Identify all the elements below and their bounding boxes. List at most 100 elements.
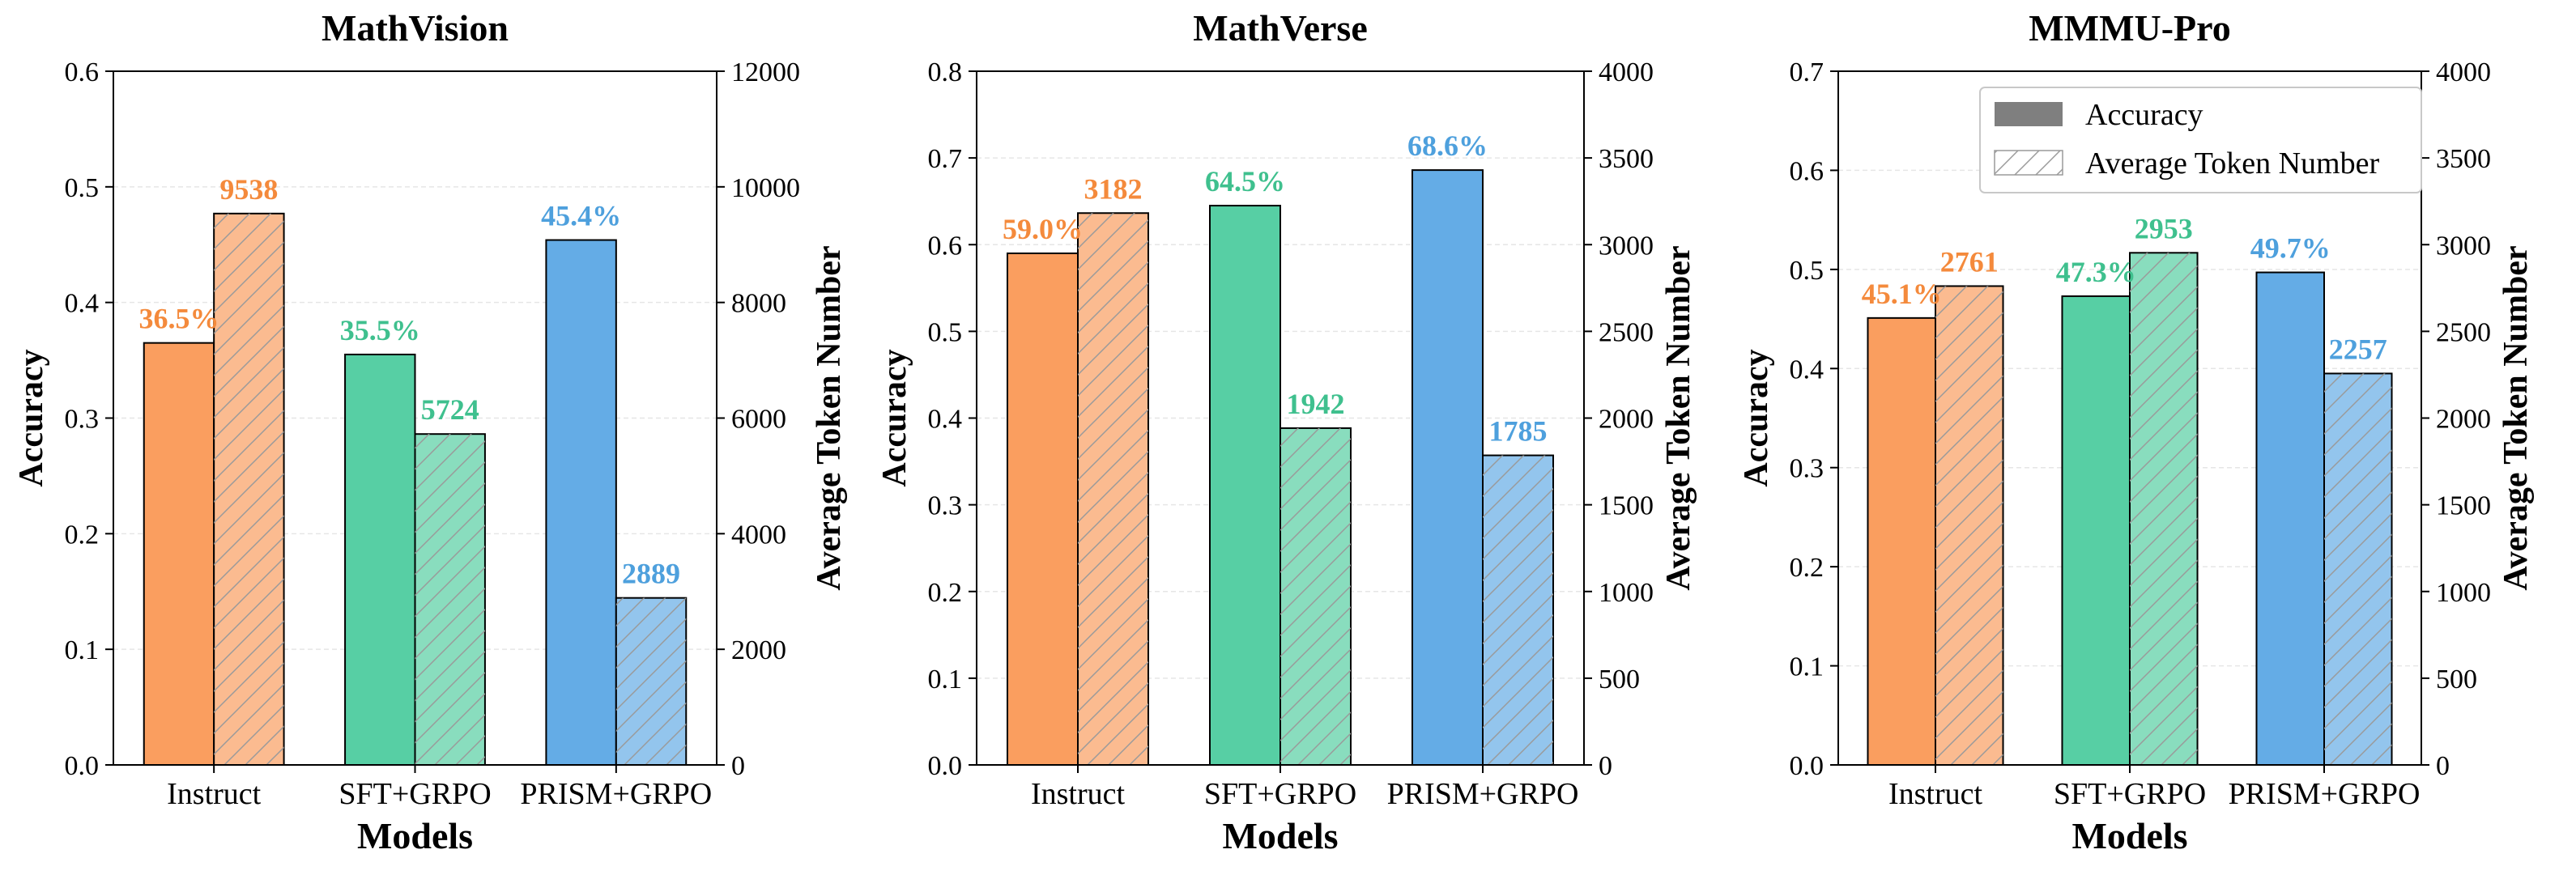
x-tick-label: PRISM+GRPO — [2229, 777, 2421, 811]
token-bar-hatch — [1078, 213, 1148, 766]
y2-tick-label: 2000 — [2436, 405, 2491, 435]
y-tick-label: 0.2 — [1790, 553, 1824, 583]
token-bar-hatch — [615, 597, 687, 765]
y2-tick-label: 4000 — [2436, 57, 2491, 87]
y2-tick-label: 2000 — [1599, 405, 1654, 435]
token-bar-hatch — [1935, 286, 2003, 765]
y-tick-label: 0.6 — [1790, 156, 1824, 186]
token-value-label: 1785 — [1489, 415, 1548, 448]
accuracy-value-label: 35.5% — [340, 314, 420, 346]
token-value-label: 2953 — [2135, 212, 2193, 244]
x-tick-label: Instruct — [1888, 777, 1983, 811]
token-bar-hatch — [1280, 427, 1351, 765]
accuracy-bar — [545, 239, 617, 766]
chart-title: MathVision — [321, 7, 509, 49]
y-tick-label: 0.0 — [1790, 751, 1824, 781]
y2-tick-label: 4000 — [1599, 57, 1654, 87]
y-tick-label: 0.5 — [928, 317, 963, 347]
accuracy-bar — [344, 353, 416, 766]
y2-tick-label: 2500 — [2436, 317, 2491, 347]
y2-tick-label: 0 — [1599, 751, 1612, 781]
token-value-label: 1942 — [1287, 388, 1345, 420]
token-value-label: 5724 — [421, 393, 479, 426]
y-tick-label: 0.4 — [928, 405, 963, 435]
accuracy-bar — [1411, 169, 1484, 766]
y-tick-label: 0.4 — [1790, 355, 1824, 384]
legend-swatch-accuracy — [1995, 102, 2063, 126]
token-value-label: 2889 — [622, 558, 680, 590]
accuracy-bar — [2061, 295, 2131, 767]
accuracy-bar — [1209, 205, 1281, 766]
x-tick-label: PRISM+GRPO — [1387, 777, 1579, 811]
token-bar-hatch — [415, 434, 485, 765]
x-tick-label: PRISM+GRPO — [520, 777, 712, 811]
y2-tick-label: 12000 — [731, 57, 800, 87]
legend-label-tokens: Average Token Number — [2085, 147, 2379, 181]
chart-panel-1: 36.5% 9538 Instruct 35.5% 5724 SFT+GRPO 45.4% 2… — [13, 7, 848, 856]
y-tick-label: 0.8 — [928, 57, 963, 87]
y-tick-label: 0.5 — [65, 173, 100, 203]
y-tick-label: 0.6 — [928, 231, 963, 261]
legend-box — [1979, 87, 2422, 193]
chart-panel-3: 45.1%2761 Instruct 47.3% 2953 SFT+GRPO 49.7% 2… — [1738, 7, 2535, 856]
token-bar-hatch — [1483, 455, 1553, 765]
accuracy-bar — [1867, 316, 1936, 766]
x-tick-label: Instruct — [1031, 777, 1126, 811]
chart-title: MMMU-Pro — [2029, 7, 2230, 49]
y-tick-label: 0.7 — [928, 144, 963, 174]
chart-title: MathVerse — [1193, 7, 1367, 49]
y-tick-label: 0.3 — [65, 405, 100, 435]
y2-axis-label: Average Token Number — [2497, 245, 2535, 590]
y-tick-label: 0.3 — [1790, 454, 1824, 484]
y-tick-label: 0.2 — [65, 520, 100, 550]
accuracy-bar — [143, 342, 215, 766]
accuracy-value-label: 49.7% — [2250, 232, 2331, 265]
y2-tick-label: 500 — [1599, 665, 1640, 694]
y2-tick-label: 1500 — [1599, 491, 1654, 521]
accuracy-bar — [2255, 271, 2325, 766]
y2-tick-label: 3000 — [2436, 231, 2491, 261]
y2-tick-label: 10000 — [731, 173, 800, 203]
y2-tick-label: 8000 — [731, 289, 786, 319]
y-axis-label: Accuracy — [1738, 349, 1775, 486]
y-tick-label: 0.0 — [65, 751, 100, 781]
accuracy-value-label: 45.4% — [541, 200, 621, 232]
x-tick-label: SFT+GRPO — [338, 777, 491, 811]
legend-swatch-tokens-hatch — [1995, 151, 2063, 175]
y2-axis-label: Average Token Number — [811, 245, 848, 590]
y-tick-label: 0.7 — [1790, 57, 1824, 87]
token-value-label: 9538 — [219, 173, 278, 206]
y-tick-label: 0.0 — [928, 751, 963, 781]
y2-tick-label: 500 — [2436, 665, 2477, 694]
y2-tick-label: 0 — [2436, 751, 2450, 781]
accuracy-value-label: 68.6% — [1407, 130, 1488, 162]
y2-tick-label: 1000 — [2436, 578, 2491, 608]
y2-tick-label: 6000 — [731, 405, 786, 435]
y2-tick-label: 3500 — [2436, 144, 2491, 174]
accuracy-value-label: 36.5% — [138, 303, 219, 335]
y2-tick-label: 3500 — [1599, 144, 1654, 174]
x-axis-label: Models — [2071, 815, 2187, 856]
y-tick-label: 0.5 — [1790, 256, 1824, 286]
x-axis-label: Models — [357, 815, 473, 856]
token-value-label: 2257 — [2329, 333, 2387, 365]
legend: Accuracy Average Token Number — [1979, 87, 2422, 193]
y2-tick-label: 3000 — [1599, 231, 1654, 261]
x-tick-label: Instruct — [167, 777, 262, 811]
y-axis-label: Accuracy — [13, 349, 50, 486]
y-axis-label: Accuracy — [876, 349, 913, 486]
y2-tick-label: 1500 — [2436, 491, 2491, 521]
y-tick-label: 0.6 — [65, 57, 100, 87]
token-bar-hatch — [2324, 373, 2392, 765]
y2-tick-label: 4000 — [731, 520, 786, 550]
accuracy-value-label: 59.0% — [1003, 213, 1083, 245]
y-tick-label: 0.2 — [928, 578, 963, 608]
token-value-label: 3182 — [1084, 172, 1143, 205]
x-tick-label: SFT+GRPO — [2054, 777, 2206, 811]
accuracy-value-label: 45.1% — [1862, 278, 1942, 310]
y-tick-label: 0.3 — [928, 491, 963, 521]
legend-label-accuracy: Accuracy — [2085, 98, 2203, 132]
token-bar-hatch — [2130, 253, 2198, 765]
y-tick-label: 0.4 — [65, 289, 100, 319]
